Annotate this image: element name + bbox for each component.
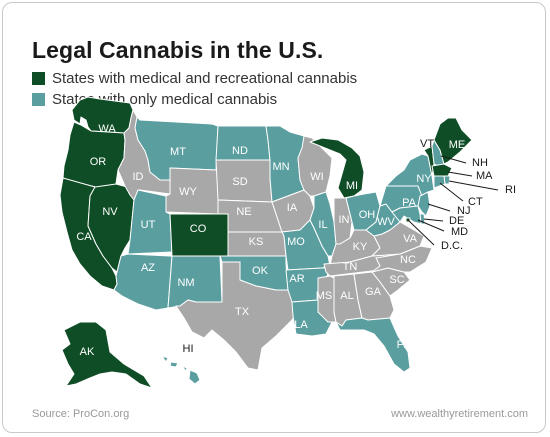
states-layer xyxy=(59,96,473,389)
source-credit: Source: ProCon.org xyxy=(32,408,130,420)
legend-swatch-recreational xyxy=(32,72,45,85)
state-label-vt: VT xyxy=(420,138,434,150)
state-label-ne: NE xyxy=(236,206,251,218)
state-hi xyxy=(161,355,201,385)
state-il xyxy=(309,191,337,257)
state-label-mo: MO xyxy=(287,236,305,248)
state-label-nh: NH xyxy=(472,157,488,169)
state-label-ak: AK xyxy=(80,346,95,358)
state-label-ga: GA xyxy=(365,286,382,298)
state-mo xyxy=(281,219,331,271)
state-label-ok: OK xyxy=(252,265,269,277)
state-label-ma: MA xyxy=(476,170,493,182)
state-label-fl: FL xyxy=(397,339,410,351)
state-label-ks: KS xyxy=(249,236,264,248)
state-label-tx: TX xyxy=(235,306,250,318)
state-label-hi: HI xyxy=(183,343,194,355)
state-ak xyxy=(61,321,153,389)
state-label-id: ID xyxy=(133,171,144,183)
state-label-pa: PA xyxy=(402,197,417,209)
state-label-wv: WV xyxy=(377,216,395,228)
state-label-az: AZ xyxy=(141,262,155,274)
leader-line-ri xyxy=(448,180,499,191)
state-label-sd: SD xyxy=(232,176,247,188)
state-label-md: MD xyxy=(451,226,468,238)
state-label-al: AL xyxy=(340,290,353,302)
state-nm xyxy=(167,255,223,309)
legend-swatch-medical xyxy=(32,93,45,106)
leader-line-nh xyxy=(440,155,467,164)
leader-line-nj xyxy=(427,203,451,212)
state-label-dc: D.C. xyxy=(441,240,463,252)
legend-label-recreational: States with medical and recreational can… xyxy=(52,70,358,87)
state-labels: WA OR CA NV ID MT WY UT CO AZ NM ND SD NE KS OK TX MN IA MO… xyxy=(76,123,516,358)
state-label-ct: CT xyxy=(468,196,483,208)
state-label-ms: MS xyxy=(316,290,333,302)
state-label-wi: WI xyxy=(310,171,323,183)
state-label-ar: AR xyxy=(289,273,304,285)
state-label-tn: TN xyxy=(343,261,358,273)
state-label-co: CO xyxy=(190,223,207,235)
state-label-nj: NJ xyxy=(457,205,470,217)
leader-line-ma xyxy=(447,171,473,177)
leader-line-de xyxy=(423,218,444,222)
state-label-mt: MT xyxy=(170,146,186,158)
state-label-sc: SC xyxy=(389,274,404,286)
state-co xyxy=(169,213,229,257)
leader-line-ct xyxy=(439,182,464,202)
state-label-ia: IA xyxy=(287,202,298,214)
state-label-nd: ND xyxy=(232,145,248,157)
state-label-mi: MI xyxy=(346,180,358,192)
state-label-me: ME xyxy=(449,139,466,151)
state-label-la: LA xyxy=(294,319,308,331)
state-ma xyxy=(431,163,453,177)
state-label-nv: NV xyxy=(102,206,118,218)
state-label-nm: NM xyxy=(177,277,194,289)
state-fl xyxy=(335,317,411,373)
state-label-de: DE xyxy=(449,215,464,227)
leader-line-md xyxy=(417,219,445,232)
state-md xyxy=(391,205,422,225)
leader-lines xyxy=(407,155,499,246)
state-label-ny: NY xyxy=(416,173,432,185)
state-label-oh: OH xyxy=(359,209,376,221)
state-label-ut: UT xyxy=(141,219,156,231)
map-title: Legal Cannabis in the U.S. xyxy=(32,37,324,63)
state-mt xyxy=(134,116,219,181)
state-label-ri: RI xyxy=(505,184,516,196)
legend-item-recreational: States with medical and recreational can… xyxy=(32,69,357,88)
state-label-va: VA xyxy=(403,233,418,245)
state-label-nc: NC xyxy=(400,254,416,266)
state-label-ky: KY xyxy=(353,241,368,253)
state-me xyxy=(433,117,473,165)
state-label-wy: WY xyxy=(179,186,197,198)
state-label-or: OR xyxy=(90,156,107,168)
state-label-ca: CA xyxy=(76,231,92,243)
state-label-in: IN xyxy=(339,214,350,226)
state-label-mn: MN xyxy=(272,161,289,173)
state-label-il: IL xyxy=(318,219,327,231)
state-tx xyxy=(175,261,297,371)
leader-line-dc xyxy=(407,219,435,246)
state-label-wa: WA xyxy=(98,123,116,135)
website-credit: www.wealthyretirement.com xyxy=(391,408,528,420)
